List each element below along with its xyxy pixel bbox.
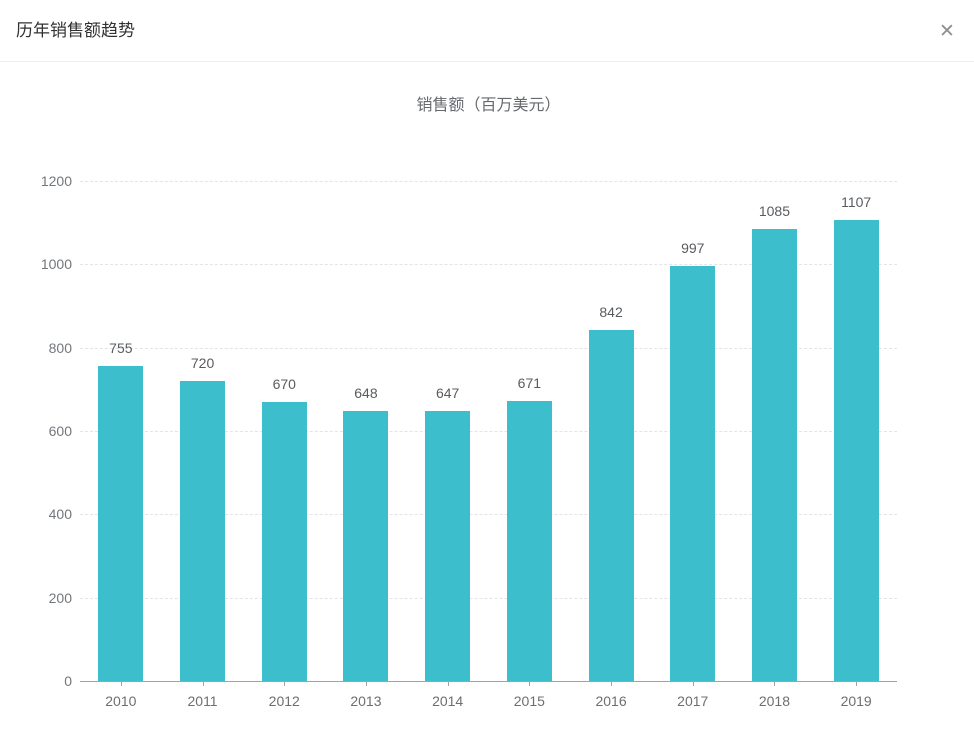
x-axis-label-2019: 2019 <box>840 693 872 709</box>
panel-header: 历年销售额趋势 ✕ <box>0 0 974 62</box>
y-axis-label-200: 200 <box>48 589 72 606</box>
y-axis-label-800: 800 <box>48 339 72 356</box>
bar-2019[interactable] <box>833 219 879 681</box>
y-axis-label-1000: 1000 <box>40 256 72 273</box>
bar-value-2013: 648 <box>354 385 378 401</box>
bar-value-2012: 670 <box>272 375 296 392</box>
y-axis-label-600: 600 <box>48 423 72 439</box>
x-axis-tick-2012 <box>284 681 286 686</box>
bar-2016[interactable] <box>588 330 634 681</box>
bar-2013[interactable] <box>343 411 389 681</box>
x-axis-label-2018: 2018 <box>758 693 791 709</box>
x-axis-tick-2016 <box>611 681 613 686</box>
x-axis-tick-2015 <box>529 681 531 686</box>
gridline-1200 <box>80 181 897 182</box>
x-axis-label-2011: 2011 <box>187 693 218 709</box>
y-axis-label-0: 0 <box>64 673 72 689</box>
x-axis-tick-2010 <box>120 681 122 686</box>
bar-value-2014: 647 <box>435 385 460 402</box>
gridline-1000 <box>80 264 897 266</box>
gridline-800 <box>80 347 897 349</box>
bar-value-2017: 997 <box>681 239 705 256</box>
x-axis-label-2010: 2010 <box>105 693 137 709</box>
x-axis-label-2016: 2016 <box>595 693 627 709</box>
bar-value-2015: 671 <box>517 375 542 392</box>
x-axis-tick-2018 <box>774 681 776 686</box>
x-axis-tick-2017 <box>692 681 694 686</box>
bar-2012[interactable] <box>261 401 307 681</box>
x-axis-label-2014: 2014 <box>432 693 464 709</box>
x-axis-line <box>80 681 897 682</box>
y-axis-label-1200: 1200 <box>40 173 72 189</box>
bar-2014[interactable] <box>425 411 471 681</box>
close-icon[interactable]: ✕ <box>939 21 955 42</box>
chart-title: 销售额（百万美元） <box>416 97 561 114</box>
x-axis-label-2015: 2015 <box>513 693 545 709</box>
bar-value-2011: 720 <box>190 355 215 371</box>
x-axis-tick-2014 <box>447 681 449 686</box>
x-axis-label-2013: 2013 <box>350 693 382 709</box>
bar-2010[interactable] <box>98 366 144 681</box>
bar-2017[interactable] <box>670 265 716 681</box>
bar-value-2016: 842 <box>599 304 623 321</box>
y-axis-label-400: 400 <box>48 506 72 523</box>
x-axis-tick-2013 <box>365 681 367 686</box>
x-axis-label-2017: 2017 <box>677 693 709 709</box>
gridline-600 <box>80 431 897 432</box>
panel-title: 历年销售额趋势 <box>16 21 135 40</box>
x-axis-tick-2011 <box>202 681 204 686</box>
x-axis-tick-2019 <box>856 681 858 686</box>
gridline-200 <box>80 597 897 599</box>
bar-value-2019: 1107 <box>841 193 872 210</box>
bar-value-2018: 1085 <box>758 202 791 219</box>
bar-2018[interactable] <box>751 228 797 681</box>
bar-value-2010: 755 <box>109 340 133 357</box>
bar-2011[interactable] <box>180 381 226 681</box>
bar-2015[interactable] <box>506 401 552 681</box>
x-axis-label-2012: 2012 <box>268 693 300 709</box>
gridline-400 <box>80 514 897 516</box>
